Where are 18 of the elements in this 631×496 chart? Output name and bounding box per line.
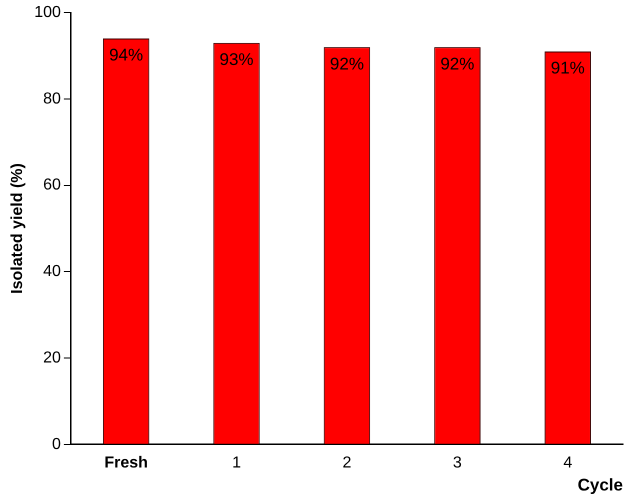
x-tick-label: 3 [452,454,462,472]
y-tick-label: 60 [43,176,61,194]
y-tick-label: 0 [52,436,61,453]
y-tick-label: 100 [34,4,61,22]
y-tick-label: 80 [43,90,61,108]
data-label: 92% [440,54,474,74]
data-label: 93% [220,50,254,70]
data-label: 92% [330,54,364,74]
x-axis-title: Cycle [578,475,623,494]
data-label: 91% [550,58,585,78]
y-tick-label: 20 [43,349,61,366]
y-tick-label: 40 [43,263,61,280]
data-label: 94% [109,46,144,65]
x-tick-label: Fresh [104,454,148,472]
x-tick-label: 1 [232,454,242,472]
x-tick-label: 2 [342,454,352,472]
x-tick-label: 4 [563,454,572,472]
y-axis-title: Isolated yield (%) [9,163,26,294]
